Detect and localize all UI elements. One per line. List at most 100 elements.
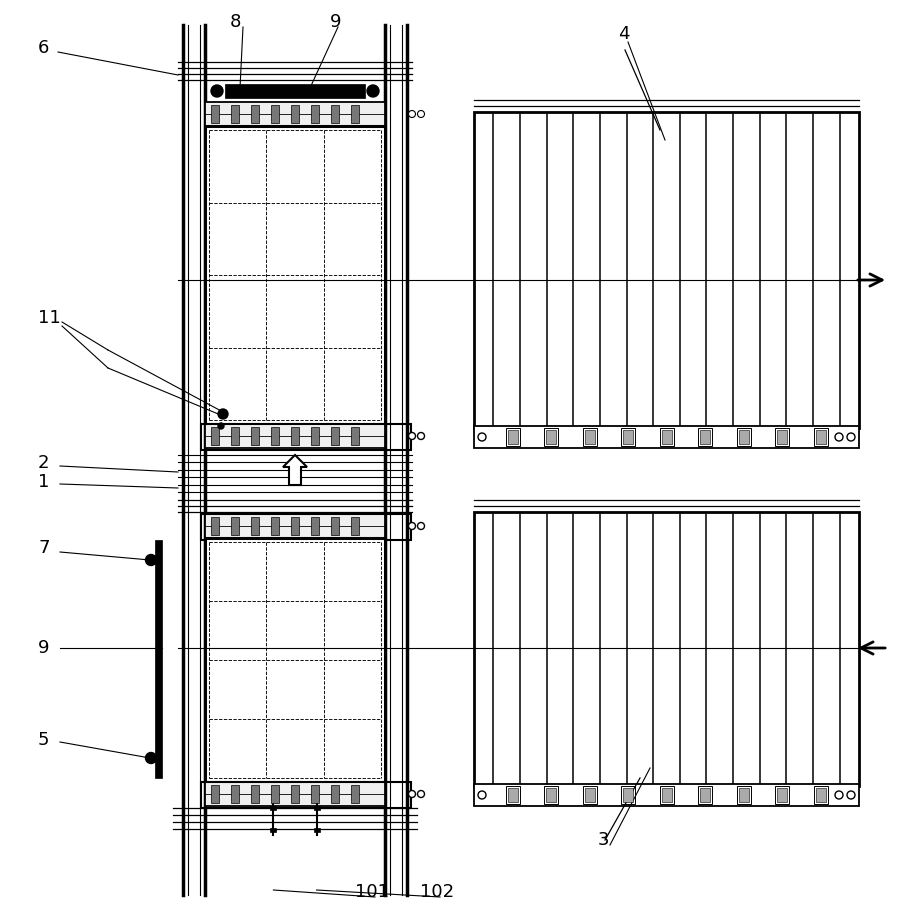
Bar: [231, 105, 239, 123]
Circle shape: [847, 433, 855, 441]
Bar: [251, 427, 259, 445]
Text: 4: 4: [618, 25, 629, 43]
Polygon shape: [283, 455, 307, 485]
Bar: [231, 785, 239, 803]
Bar: [201, 424, 411, 450]
Bar: [231, 427, 239, 445]
Bar: [777, 788, 787, 802]
Bar: [777, 430, 787, 444]
Bar: [271, 427, 279, 445]
Bar: [311, 517, 319, 535]
Bar: [331, 427, 339, 445]
Bar: [736, 786, 751, 804]
Bar: [251, 105, 259, 123]
Bar: [814, 428, 827, 446]
Circle shape: [835, 791, 843, 799]
Bar: [738, 430, 749, 444]
Bar: [815, 788, 825, 802]
Bar: [351, 427, 359, 445]
Bar: [314, 806, 320, 810]
Bar: [271, 517, 279, 535]
Bar: [623, 788, 633, 802]
Circle shape: [211, 85, 223, 97]
Text: 9: 9: [38, 639, 49, 657]
Bar: [584, 788, 594, 802]
Bar: [271, 828, 276, 832]
Circle shape: [835, 433, 843, 441]
Bar: [546, 788, 556, 802]
Bar: [271, 785, 279, 803]
Bar: [201, 514, 411, 540]
Text: 3: 3: [598, 831, 610, 849]
Bar: [474, 426, 859, 448]
Bar: [546, 430, 556, 444]
Bar: [331, 517, 339, 535]
Bar: [662, 788, 672, 802]
Bar: [271, 806, 276, 810]
Bar: [474, 784, 859, 806]
Circle shape: [417, 433, 424, 439]
Bar: [351, 785, 359, 803]
Circle shape: [218, 423, 224, 429]
Text: 9: 9: [330, 13, 342, 31]
Circle shape: [367, 85, 379, 97]
Bar: [544, 428, 558, 446]
Bar: [775, 428, 789, 446]
Bar: [660, 786, 673, 804]
Circle shape: [847, 791, 855, 799]
Text: 5: 5: [38, 731, 49, 749]
Circle shape: [417, 791, 424, 798]
Bar: [271, 105, 279, 123]
Bar: [211, 517, 219, 535]
Bar: [775, 786, 789, 804]
Bar: [291, 105, 299, 123]
Circle shape: [408, 791, 415, 798]
Circle shape: [218, 409, 228, 419]
Bar: [205, 126, 385, 424]
Bar: [231, 517, 239, 535]
Circle shape: [408, 522, 415, 530]
Bar: [700, 788, 710, 802]
Bar: [291, 427, 299, 445]
Text: 11: 11: [38, 309, 61, 327]
Bar: [201, 782, 411, 808]
Bar: [211, 105, 219, 123]
Bar: [155, 540, 162, 778]
Bar: [311, 105, 319, 123]
Bar: [621, 786, 635, 804]
Bar: [291, 785, 299, 803]
Bar: [814, 786, 827, 804]
Bar: [205, 538, 385, 782]
Bar: [662, 430, 672, 444]
Bar: [508, 788, 518, 802]
Bar: [583, 428, 597, 446]
Circle shape: [417, 111, 424, 117]
Bar: [621, 428, 635, 446]
Bar: [211, 427, 219, 445]
Circle shape: [408, 111, 415, 117]
Bar: [351, 517, 359, 535]
Bar: [205, 424, 385, 448]
Bar: [474, 112, 859, 428]
Circle shape: [417, 522, 424, 530]
Circle shape: [408, 433, 415, 439]
Bar: [311, 785, 319, 803]
Bar: [738, 788, 749, 802]
Bar: [698, 428, 712, 446]
Bar: [474, 512, 859, 786]
Bar: [505, 786, 520, 804]
Text: 1: 1: [38, 473, 49, 491]
Bar: [225, 84, 365, 98]
Bar: [736, 428, 751, 446]
Text: 8: 8: [230, 13, 241, 31]
Bar: [251, 517, 259, 535]
Bar: [331, 785, 339, 803]
Text: 101: 101: [355, 883, 389, 901]
Bar: [815, 430, 825, 444]
Bar: [311, 427, 319, 445]
Bar: [698, 786, 712, 804]
Bar: [251, 785, 259, 803]
Bar: [508, 430, 518, 444]
Bar: [505, 428, 520, 446]
Text: 7: 7: [38, 539, 49, 557]
